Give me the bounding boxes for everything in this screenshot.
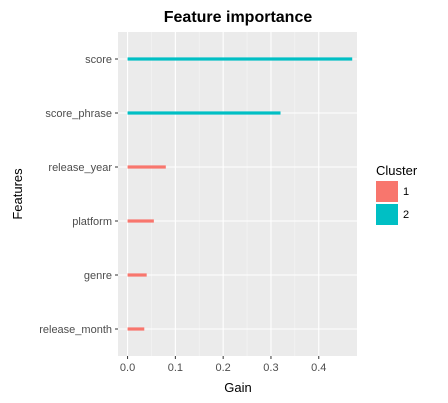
x-tick-label: 0.4 xyxy=(311,362,326,374)
y-axis-title: Features xyxy=(10,168,25,220)
y-tick-label: release_year xyxy=(48,162,112,174)
x-tick-label: 0.3 xyxy=(263,362,278,374)
bar-release-month xyxy=(127,327,145,331)
legend-title: Cluster xyxy=(376,163,418,178)
legend-key-cluster-2 xyxy=(376,204,398,225)
x-tick-labels: 0.0 0.1 0.2 0.3 0.4 xyxy=(120,362,326,374)
x-tick-marks xyxy=(127,356,320,359)
y-tick-labels: score score_phrase release_year platform gen… xyxy=(39,54,112,336)
chart-title: Feature importance xyxy=(164,9,313,26)
legend-label-cluster-1: 1 xyxy=(403,186,409,198)
bar-release-year xyxy=(127,165,166,169)
bars xyxy=(127,57,353,331)
y-tick-marks xyxy=(115,58,118,330)
bar-score xyxy=(127,57,353,61)
legend: Cluster 1 2 xyxy=(376,163,418,225)
bar-platform xyxy=(127,219,154,223)
y-tick-label: release_month xyxy=(39,324,112,336)
y-tick-label: platform xyxy=(72,216,112,228)
y-tick-label: genre xyxy=(84,270,112,282)
bar-genre xyxy=(127,273,147,277)
y-tick-label: score xyxy=(85,54,112,66)
x-tick-label: 0.0 xyxy=(120,362,135,374)
x-axis-title: Gain xyxy=(224,380,251,395)
bar-score-phrase xyxy=(127,111,281,115)
plot-panel xyxy=(118,32,357,356)
legend-label-cluster-2: 2 xyxy=(403,209,409,221)
x-tick-label: 0.1 xyxy=(168,362,183,374)
x-tick-label: 0.2 xyxy=(216,362,231,374)
legend-key-cluster-1 xyxy=(376,181,398,202)
y-tick-label: score_phrase xyxy=(45,108,112,120)
